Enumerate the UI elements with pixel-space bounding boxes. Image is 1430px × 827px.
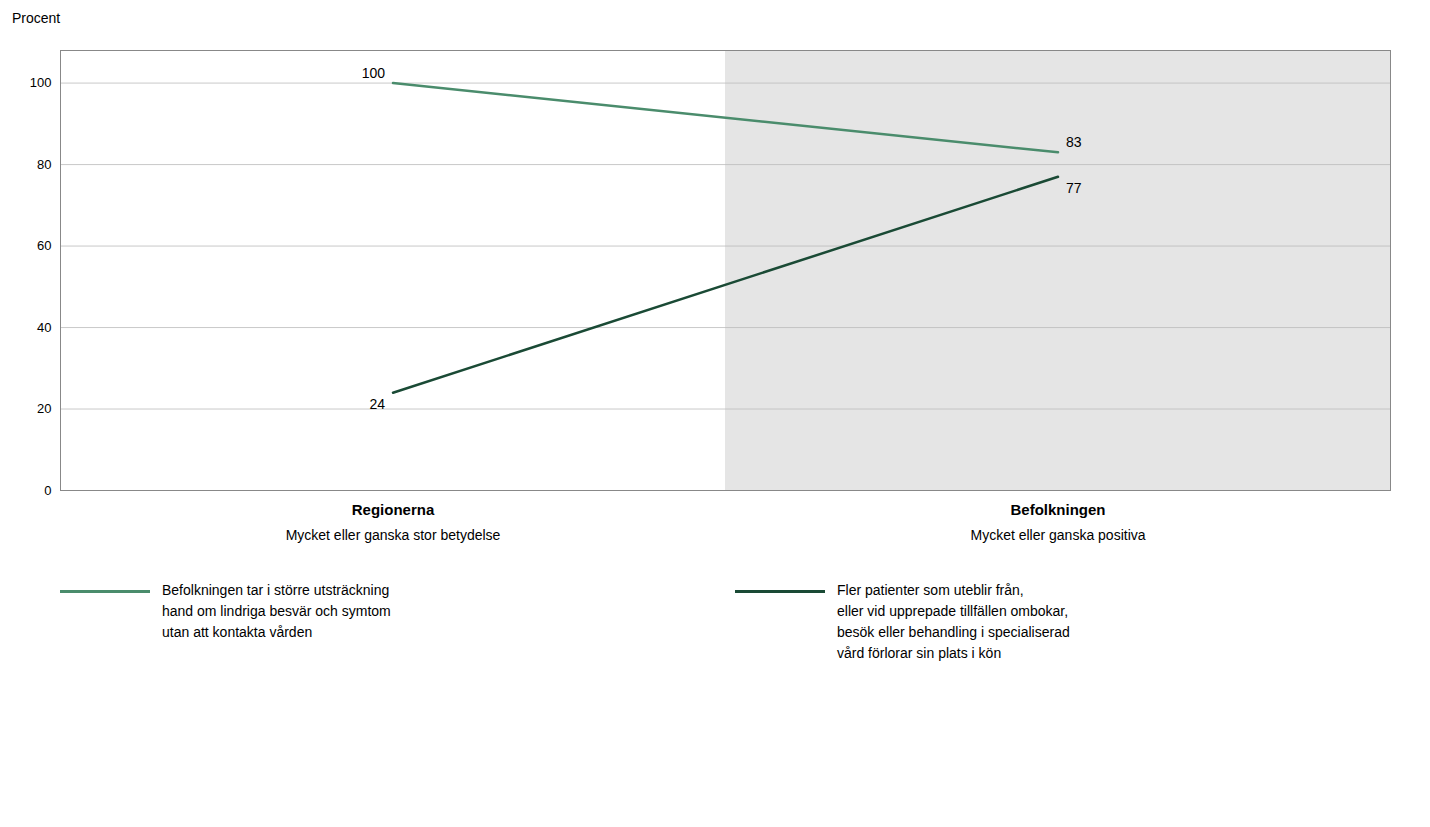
svg-text:83: 83	[1066, 134, 1082, 150]
svg-text:40: 40	[37, 320, 51, 335]
html-text:Befolkningen tar i större utst: Befolkningen tar i större utsträckning h…	[162, 582, 391, 640]
html-text:Fler patienter som uteblir frå: Fler patienter som uteblir från, eller v…	[837, 582, 1070, 661]
svg-text:100: 100	[30, 75, 52, 90]
svg-text:Befolkningen: Befolkningen	[1010, 501, 1105, 518]
svg-text:80: 80	[37, 157, 51, 172]
svg-text:24: 24	[369, 396, 385, 412]
svg-text:77: 77	[1066, 180, 1082, 196]
svg-text:0: 0	[44, 483, 51, 498]
svg-text:Regionerna: Regionerna	[352, 501, 435, 518]
svg-text:60: 60	[37, 238, 51, 253]
svg-text:100: 100	[362, 65, 386, 81]
svg-text:20: 20	[37, 401, 51, 416]
svg-text:Mycket eller ganska stor betyd: Mycket eller ganska stor betydelse	[286, 527, 501, 543]
html-text:Procent: Procent	[12, 10, 61, 26]
svg-text:Mycket eller ganska positiva: Mycket eller ganska positiva	[970, 527, 1145, 543]
